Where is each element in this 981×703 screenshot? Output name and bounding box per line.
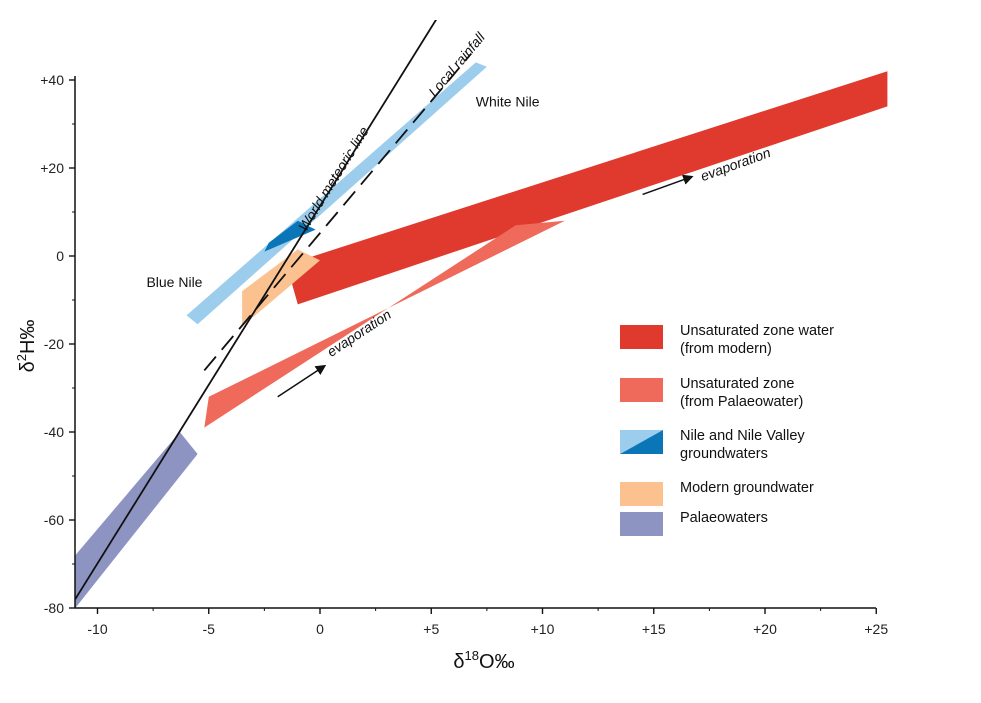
reference-lines: [75, 20, 472, 600]
evaporation-arrow: [277, 364, 327, 398]
annotation-blue-nile: Blue Nile: [146, 274, 202, 290]
x-axis-title: δ18O‰: [453, 648, 514, 673]
region-nile-and-nile-valley-groundwaters-nile: [186, 62, 487, 325]
legend-label: Nile and Nile Valley: [680, 428, 805, 444]
x-tick-label: +10: [531, 621, 555, 637]
legend-swatch-alt: [620, 430, 663, 454]
x-tick-label: -10: [87, 621, 107, 637]
y-tick-label: +40: [40, 72, 64, 88]
annotation-evaporation: evaporation: [324, 306, 394, 360]
y-tick-label: -60: [44, 512, 64, 528]
legend-swatch: [620, 482, 663, 506]
legend-label: groundwaters: [680, 446, 768, 462]
region-nile-and-nile-valley-groundwaters-groundwater: [264, 220, 316, 252]
x-tick-label: -5: [203, 621, 216, 637]
legend: Unsaturated zone water (from modern) Unsat…: [620, 323, 834, 536]
y-tick-label: -40: [44, 424, 64, 440]
legend-label: (from Palaeowater): [680, 394, 803, 410]
y-tick-label: -80: [44, 600, 64, 616]
evaporation-arrow: [642, 174, 694, 196]
region-palaeowaters: [75, 432, 198, 608]
y-axis-title: δ2H‰: [14, 320, 39, 373]
region-modern-groundwater: [242, 249, 320, 327]
legend-swatch: [620, 325, 663, 349]
x-tick-label: 0: [316, 621, 324, 637]
y-tick-label: -20: [44, 336, 64, 352]
x-tick-label: +5: [423, 621, 439, 637]
y-tick-label: 0: [56, 248, 64, 264]
legend-label: Modern groundwater: [680, 480, 814, 496]
legend-swatch: [620, 512, 663, 536]
legend-label: Palaeowaters: [680, 510, 768, 526]
ticks: -10 -5 0 +5 +10 +15 +20 +25 -80 -60 -40 -20 0 +20 +40: [40, 72, 888, 637]
x-tick-label: +20: [753, 621, 777, 637]
legend-label: (from modern): [680, 341, 772, 357]
legend-swatch: [620, 378, 663, 402]
annotation-white-nile: White Nile: [476, 93, 540, 109]
line-local-rainfall: [203, 53, 472, 371]
data-regions: [75, 62, 888, 608]
region-unsaturated-zone-water-from-modern: [286, 71, 888, 305]
x-tick-label: +15: [642, 621, 666, 637]
x-tick-label: +25: [864, 621, 888, 637]
legend-label: Unsaturated zone: [680, 376, 794, 392]
y-tick-label: +20: [40, 160, 64, 176]
legend-label: Unsaturated zone water: [680, 323, 834, 339]
